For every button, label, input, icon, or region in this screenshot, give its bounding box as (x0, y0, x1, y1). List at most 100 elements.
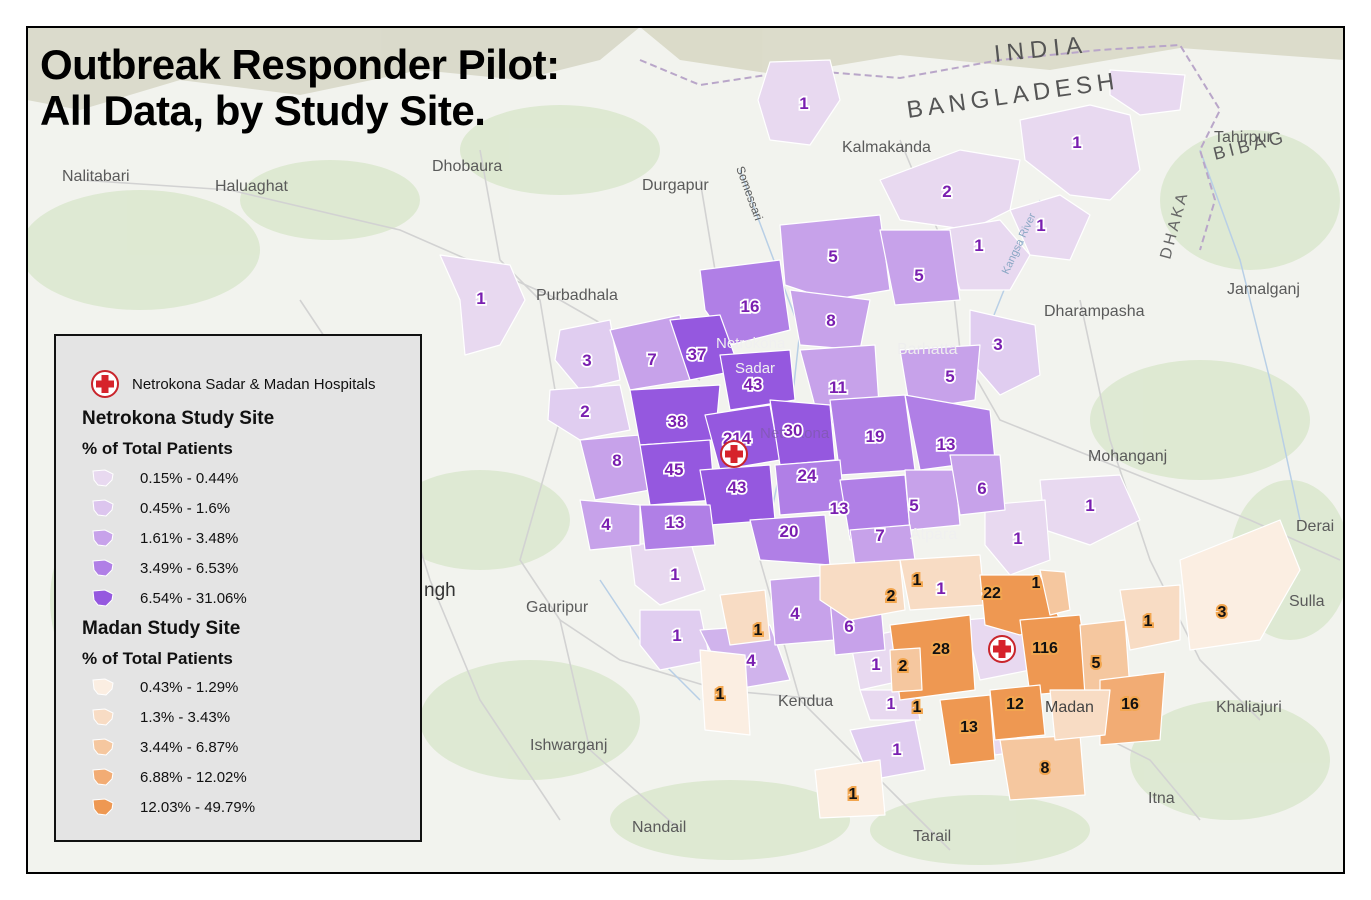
count-label: 8 (826, 311, 835, 330)
count-label: 6 (977, 479, 986, 498)
legend-swatch (92, 559, 114, 577)
place-gauripur: Gauripur (526, 599, 589, 616)
count-label: 5 (828, 247, 837, 266)
count-label: 1 (1013, 529, 1022, 548)
place-tahirpur: Tahirpur (1214, 129, 1272, 146)
map-legend: Netrokona Sadar & Madan Hospitals Netrok… (54, 334, 422, 842)
place-madan: Madan (1045, 699, 1094, 716)
place-ishwarganj: Ishwarganj (530, 737, 607, 754)
legend-swatch (92, 589, 114, 607)
place-tarail: Tarail (913, 828, 951, 845)
count-label: 3 (582, 351, 591, 370)
netrokona-legend-row: 0.15% - 0.44% (90, 468, 238, 488)
count-label: 4 (746, 651, 756, 670)
legend-class-label: 0.45% - 1.6% (140, 499, 231, 517)
count-label: 43 (744, 375, 763, 394)
map-title-line-2: All Data, by Study Site. (40, 87, 486, 134)
hospital-marker-madan-icon (988, 635, 1016, 663)
count-label: 1 (887, 696, 896, 713)
count-label: 37 (688, 345, 707, 364)
netrokona-legend-row: 3.49% - 6.53% (90, 558, 238, 578)
place-nalitabari: Nalitabari (62, 168, 130, 185)
legend-hospital-label: Netrokona Sadar & Madan Hospitals (132, 375, 376, 393)
count-label: 30 (784, 421, 803, 440)
legend-swatch (92, 708, 114, 726)
count-label: 4 (790, 604, 800, 623)
count-label: 1 (892, 740, 901, 759)
legend-class-label: 1.61% - 3.48% (140, 529, 239, 547)
count-label: 1 (974, 236, 983, 255)
count-label: 8 (1041, 760, 1050, 777)
place-jamalganj: Jamalganj (1227, 281, 1300, 298)
legend-swatch (92, 529, 114, 547)
madan-count-labels: 1 2 1 22 1 3 1 28 116 2 5 1 12 16 1 13 8… (714, 570, 1229, 805)
count-label: 22 (983, 585, 1001, 602)
madan-legend-row: 12.03% - 49.79% (90, 797, 255, 817)
legend-class-label: 3.49% - 6.53% (140, 559, 239, 577)
place-kalmakanda: Kalmakanda (842, 139, 931, 156)
place-purbadhala: Purbadhala (536, 287, 618, 304)
count-label: 1 (936, 579, 945, 598)
madan-legend-row: 0.43% - 1.29% (90, 677, 238, 697)
count-label: 3 (1218, 604, 1227, 621)
count-label: 1 (871, 655, 880, 674)
count-label: 5 (909, 496, 918, 515)
place-barhatta: Barhatta (897, 341, 958, 358)
count-label: 2 (580, 402, 589, 421)
count-label: 3 (993, 335, 1002, 354)
legend-class-label: 6.54% - 31.06% (140, 589, 247, 607)
legend-hospital: Netrokona Sadar & Madan Hospitals (90, 369, 375, 399)
netrokona-legend-row: 0.45% - 1.6% (90, 498, 230, 518)
place-atpara: Atpara (910, 526, 957, 543)
place-nandail: Nandail (632, 819, 686, 836)
legend-swatch (92, 738, 114, 756)
count-label: 1 (670, 565, 679, 584)
count-label: 20 (780, 522, 799, 541)
count-label: 116 (1032, 640, 1058, 657)
legend-class-label: 0.43% - 1.29% (140, 678, 239, 696)
count-label: 5 (1092, 655, 1101, 672)
count-label: 1 (716, 686, 725, 703)
legend-class-label: 6.88% - 12.02% (140, 768, 247, 786)
count-label: 2 (942, 182, 951, 201)
place-netrokona-sadar-2: Sadar (735, 360, 775, 377)
count-label: 19 (866, 427, 885, 446)
netrokona-site-polygons (439, 59, 1186, 781)
count-label: 1 (913, 572, 922, 589)
count-label: 7 (875, 526, 884, 545)
legend-class-label: 3.44% - 6.87% (140, 738, 239, 756)
legend-swatch (92, 469, 114, 487)
legend-madan-subheading: % of Total Patients (82, 649, 233, 668)
legend-class-label: 12.03% - 49.79% (140, 798, 256, 816)
count-label: 1 (1085, 496, 1094, 515)
madan-legend-row: 1.3% - 3.43% (90, 707, 230, 727)
count-label: 1 (849, 786, 858, 803)
netrokona-count-labels: 1 1 2 1 1 5 5 1 16 8 3 3 7 37 43 11 5 2 … (475, 92, 1097, 761)
count-label: 1 (1032, 575, 1041, 592)
count-label: 1 (476, 289, 485, 308)
place-labels: INDIA BANGLADESH DHAKA Tahirpur BIBAG Ka… (62, 31, 1334, 845)
legend-netrokona-heading: Netrokona Study Site (82, 408, 275, 429)
count-label: 12 (1006, 696, 1024, 713)
map-title: Outbreak Responder Pilot: All Data, by S… (40, 42, 560, 134)
count-label: 13 (830, 499, 849, 518)
legend-swatch (92, 678, 114, 696)
count-label: 2 (899, 658, 908, 675)
legend-swatch (92, 768, 114, 786)
count-label: 5 (914, 266, 923, 285)
legend-swatch (92, 798, 114, 816)
place-mymensingh-fragment: ngh (424, 580, 456, 601)
count-label: 16 (1121, 696, 1139, 713)
place-mohanganj: Mohanganj (1088, 448, 1167, 465)
count-label: 38 (668, 412, 687, 431)
count-label: 8 (612, 451, 621, 470)
legend-class-label: 0.15% - 0.44% (140, 469, 239, 487)
madan-legend-row: 6.88% - 12.02% (90, 767, 247, 787)
count-label: 1 (799, 94, 808, 113)
count-label: 11 (829, 378, 847, 397)
map-title-line-1: Outbreak Responder Pilot: (40, 41, 560, 88)
place-derai: Derai (1296, 518, 1334, 535)
count-label: 4 (601, 515, 611, 534)
netrokona-legend-row: 6.54% - 31.06% (90, 588, 247, 608)
